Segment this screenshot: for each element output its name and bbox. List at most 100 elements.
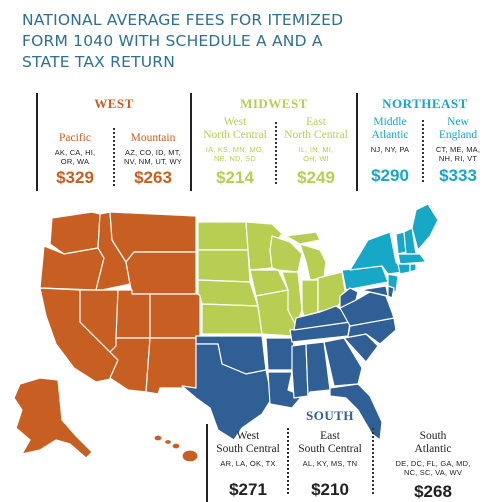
west-region-shape	[13, 211, 201, 463]
division-states: IL, IN, MI,	[298, 145, 334, 154]
division-name: England	[438, 129, 478, 141]
state-ny	[349, 231, 405, 275]
division-name: South Central	[216, 443, 280, 455]
division-name: Pacific	[59, 132, 91, 144]
division-south-atlantic: South Atlantic DE, DC, FL, GA, MD, NC, S…	[374, 430, 492, 502]
division-states: OH, WI	[303, 154, 329, 163]
division-name: South Central	[298, 443, 362, 455]
state-ar	[265, 337, 295, 371]
division-states: AR, LA, OK, TX	[220, 459, 276, 468]
south-left-border	[206, 424, 208, 502]
south-divider-1	[287, 428, 289, 494]
division-west-north-central: West North Central IA, KS, MN, MO, NE, N…	[196, 116, 274, 187]
south-region-shape	[181, 285, 397, 441]
division-name: Mountain	[130, 132, 176, 144]
division-states: OR, WA	[60, 157, 90, 166]
state-nc	[343, 317, 397, 345]
state-de	[387, 285, 395, 299]
division-name: North Central	[203, 129, 267, 141]
west-divider	[113, 128, 115, 186]
title-line: NATIONAL AVERAGE FEES FOR ITEMIZED	[22, 11, 344, 29]
division-states: CT, ME, MA,	[435, 145, 481, 154]
region-title-west: WEST	[94, 96, 134, 111]
state-al	[305, 341, 331, 397]
division-name: East	[306, 116, 326, 128]
midwest-divider	[275, 122, 277, 184]
state-in	[301, 279, 319, 317]
division-states: NJ, NY, PA	[370, 145, 410, 154]
region-title-south: SOUTH	[305, 408, 354, 423]
state-hi-2	[163, 438, 173, 446]
division-east-south-central: East South Central AL, KY, MS, TN $210	[290, 430, 370, 502]
state-hi-4	[181, 449, 199, 463]
state-me	[411, 203, 439, 251]
division-name: South	[419, 430, 447, 442]
title-line: STATE TAX RETURN	[22, 53, 176, 71]
division-states: DE, DC, FL, GA, MD,	[395, 459, 471, 468]
division-states: NE, ND, SD	[213, 154, 256, 163]
west-left-border	[36, 93, 38, 191]
division-name: North Central	[284, 129, 348, 141]
division-fee: $263	[134, 168, 172, 187]
state-ri	[409, 263, 417, 273]
state-co	[149, 293, 201, 339]
division-states: NH, RI, VT	[438, 154, 478, 163]
midwest-region-shape	[197, 221, 347, 337]
division-fee: $271	[229, 480, 267, 499]
page-title: NATIONAL AVERAGE FEES FOR ITEMIZED FORM …	[22, 10, 482, 73]
division-states: AL, KY, MS, TN	[302, 459, 358, 468]
division-name: Atlantic	[371, 129, 409, 141]
division-fee: $329	[56, 168, 94, 187]
division-name: West	[236, 430, 260, 442]
state-wv	[339, 287, 359, 309]
division-states: AZ, CO, ID, MT,	[125, 148, 181, 157]
division-name: West	[223, 116, 247, 128]
state-hi-1	[153, 434, 163, 442]
state-ms	[291, 343, 309, 399]
state-nd	[197, 221, 249, 251]
northeast-divider	[422, 120, 424, 182]
division-states: AK, CA, HI,	[54, 148, 96, 157]
division-name: Middle	[373, 116, 407, 128]
state-wi	[269, 235, 303, 273]
division-new-england: New England CT, ME, MA, NH, RI, VT $333	[426, 116, 490, 186]
south-divider-2	[372, 428, 374, 494]
northeast-region-shape	[341, 203, 439, 293]
division-name: New	[447, 116, 469, 128]
state-ne	[197, 279, 259, 307]
state-fl	[329, 383, 383, 441]
division-name: East	[320, 430, 340, 442]
state-ma	[397, 253, 427, 265]
division-states: NC, SC, VA, WV	[403, 468, 463, 477]
state-az	[109, 337, 151, 393]
division-name: Atlantic	[414, 443, 452, 455]
region-title-midwest: MIDWEST	[240, 96, 308, 111]
midwest-right-border	[356, 93, 358, 191]
division-pacific: Pacific AK, CA, HI, OR, WA $329	[40, 132, 110, 192]
region-title-northeast: NORTHEAST	[382, 96, 468, 111]
state-sd	[197, 249, 251, 283]
state-hi-3	[171, 442, 181, 450]
state-ut	[115, 289, 151, 339]
state-or	[39, 245, 105, 291]
state-ct	[397, 263, 411, 275]
division-east-north-central: East North Central IL, IN, MI, OH, WI $2…	[278, 116, 354, 187]
division-states: IA, KS, MN, MO,	[205, 145, 265, 154]
state-wa	[49, 211, 101, 255]
state-ak	[13, 377, 93, 459]
division-west-south-central: West South Central AR, LA, OK, TX $271	[210, 430, 286, 502]
division-fee: $333	[439, 166, 477, 185]
division-fee: $290	[371, 166, 409, 185]
division-states: NV, NM, UT, WY	[124, 157, 182, 166]
division-fee: $210	[311, 480, 349, 499]
division-fee: $249	[297, 168, 335, 187]
division-fee: $268	[414, 482, 452, 501]
division-mountain: Mountain AZ, CO, ID, MT, NV, NM, UT, WY …	[116, 132, 190, 192]
title-line: FORM 1040 WITH SCHEDULE A AND A	[22, 32, 323, 50]
state-nm	[145, 337, 197, 395]
division-middle-atlantic: Middle Atlantic NJ, NY, PA $290	[360, 116, 420, 186]
state-ks	[201, 303, 263, 335]
state-va	[339, 291, 395, 327]
west-right-border	[190, 93, 192, 191]
